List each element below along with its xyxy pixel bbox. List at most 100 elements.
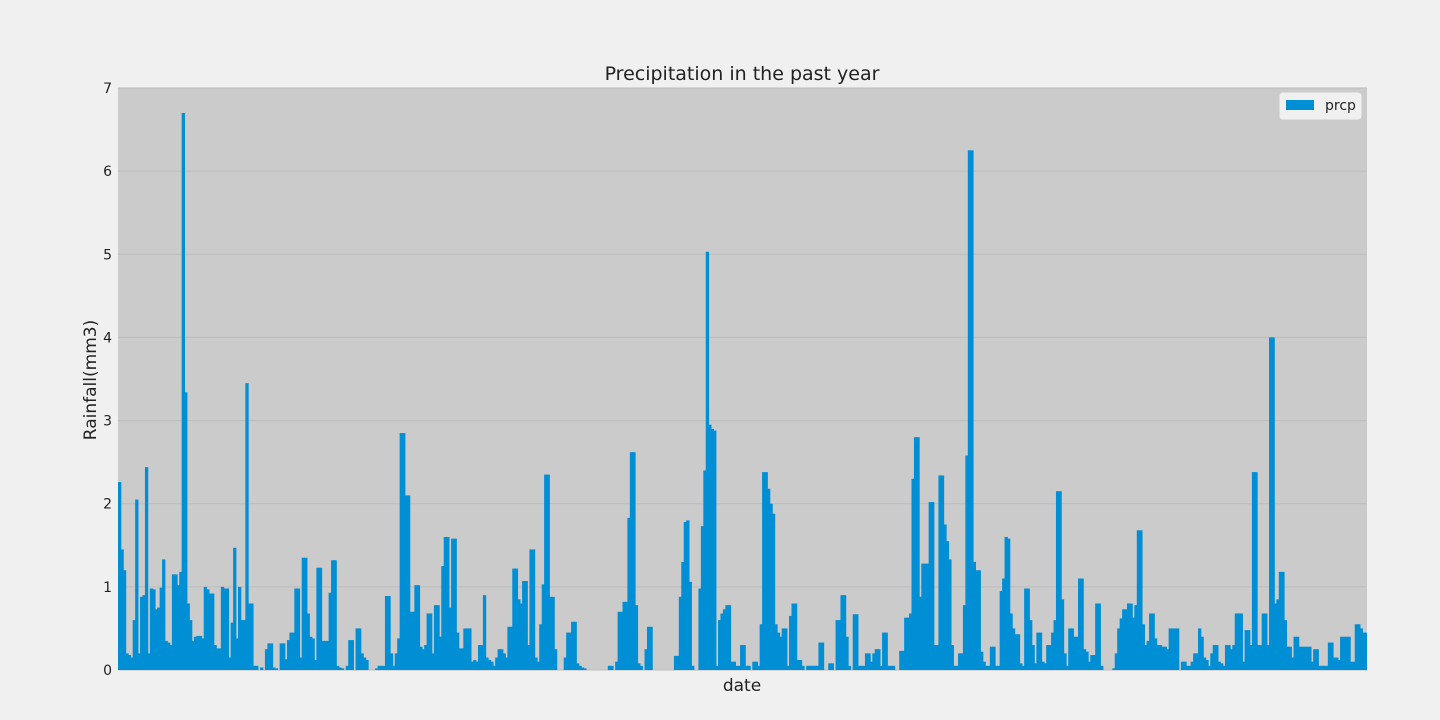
bar [215, 648, 220, 670]
bar [563, 657, 568, 670]
bar [764, 472, 768, 670]
bar [130, 657, 134, 670]
bar [857, 665, 861, 670]
bar [867, 653, 871, 670]
bar [142, 595, 146, 670]
bar [316, 567, 320, 670]
bar [1151, 613, 1155, 670]
bar [962, 605, 967, 670]
bar [213, 645, 217, 670]
bar [615, 661, 619, 670]
bar [1006, 538, 1011, 670]
bar [735, 665, 739, 670]
bar [982, 661, 986, 670]
bar [1009, 613, 1013, 670]
bar [1281, 571, 1285, 670]
bar [238, 586, 242, 670]
bar [132, 620, 136, 670]
bar [463, 628, 467, 670]
bar [828, 663, 832, 670]
bar [757, 665, 761, 670]
bar [240, 620, 244, 670]
bar [1139, 530, 1143, 670]
bar [326, 640, 330, 670]
bar [1229, 649, 1234, 670]
plot-area [118, 88, 1367, 670]
bar [1364, 632, 1367, 670]
bar [855, 614, 859, 670]
bar [624, 601, 629, 670]
bar [681, 561, 685, 670]
bar [766, 488, 771, 670]
bar [338, 667, 342, 670]
bar [700, 526, 705, 670]
bar [500, 649, 504, 670]
bar [196, 635, 200, 670]
bar [512, 568, 516, 670]
bar [874, 649, 879, 670]
bar [909, 613, 913, 670]
bar [1063, 653, 1067, 670]
bar [465, 628, 470, 670]
bar [446, 536, 450, 670]
bar [744, 665, 749, 670]
bar [945, 541, 950, 670]
bar [377, 665, 381, 670]
bar [228, 657, 232, 670]
bar [1134, 605, 1138, 670]
bar [531, 549, 536, 670]
bar [1046, 645, 1050, 670]
bar [490, 661, 494, 670]
bar [627, 517, 631, 670]
bar [397, 638, 401, 670]
bar [1175, 628, 1180, 670]
bar [1278, 571, 1283, 670]
bar [578, 665, 582, 670]
bar [409, 611, 413, 670]
bar [1038, 632, 1043, 670]
bar [1095, 603, 1099, 670]
bar [323, 640, 328, 670]
bar [566, 632, 570, 670]
bar [771, 513, 776, 670]
bar [789, 615, 793, 670]
bar [380, 665, 384, 670]
bar [811, 665, 815, 670]
bar [193, 636, 198, 670]
bar [291, 632, 296, 670]
bar [360, 653, 364, 670]
bar [174, 574, 178, 670]
bar [629, 452, 634, 670]
bar [551, 596, 555, 670]
bar [840, 595, 844, 670]
bar [414, 585, 418, 670]
bar [1043, 663, 1048, 670]
bar [580, 667, 585, 670]
bar [306, 613, 310, 670]
bar [541, 584, 545, 670]
bar [943, 524, 947, 670]
bar [1129, 603, 1133, 670]
bar [1344, 636, 1349, 670]
bar [458, 648, 462, 670]
bar [1002, 578, 1006, 670]
bar [534, 657, 538, 670]
bar [166, 642, 171, 670]
bars [118, 112, 1367, 671]
bar [722, 609, 727, 670]
bar [1149, 613, 1153, 670]
bar [154, 609, 159, 670]
bar [568, 632, 572, 670]
bar [879, 665, 883, 670]
bar [235, 638, 239, 670]
bar [1146, 640, 1150, 670]
bar [1259, 645, 1263, 670]
bar [382, 665, 386, 670]
bar [225, 588, 230, 670]
bar [815, 665, 820, 670]
bar [301, 557, 305, 670]
bar [1158, 645, 1163, 670]
x-axis-label: date [723, 676, 761, 696]
bar [715, 665, 719, 670]
